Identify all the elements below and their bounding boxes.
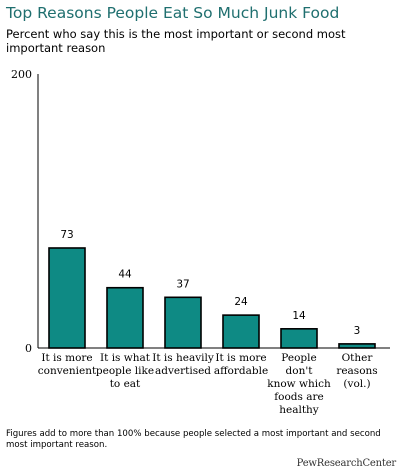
category-label-line: reasons [336,365,378,377]
bar-value-label: 73 [60,229,73,241]
category-label: Other reasons (vol.) [325,352,389,391]
category-label-line: It is what [99,352,151,364]
chart-subtitle: Percent who say this is the most importa… [6,27,346,55]
bar [106,286,144,349]
category-label: People don't know which foods are healthy [267,352,331,417]
category-label-line: advertised [154,365,212,377]
bar [222,314,260,349]
category-label-line: It is heavily [152,352,214,364]
category-label: It is what people like to eat [93,352,157,391]
category-label-line: know which [267,378,331,390]
chart-title: Top Reasons People Eat So Much Junk Food [6,4,340,22]
category-label-line: Other [341,352,373,364]
category-label-line: healthy [279,404,319,416]
category-label-line: (vol.) [343,378,371,390]
category-label-line: to eat [109,378,141,390]
category-label-line: People don't [281,352,317,377]
category-label-line: It is more [41,352,93,364]
bar [280,328,318,349]
category-label-line: affordable [213,365,269,377]
bar-value-label: 37 [176,278,189,290]
footnote: Figures add to more than 100% because pe… [6,429,381,450]
bar [48,247,86,349]
category-label: It is more affordable [209,352,273,378]
bar-value-label: 44 [118,269,132,281]
bar [164,296,202,349]
category-label-line: It is more [215,352,267,364]
category-label-line: foods are [274,391,324,403]
category-label-line: convenient [37,365,97,377]
category-label: It is more convenient [35,352,99,378]
y-tick-label: 0 [25,342,32,355]
category-label: It is heavily advertised [151,352,215,378]
bar-value-label: 24 [234,296,248,308]
bar [338,343,376,349]
source-credit: PewResearchCenter [296,458,397,469]
bar-value-label: 14 [292,310,306,322]
category-label-line: people like [95,365,155,377]
bar-value-label: 3 [354,325,361,337]
y-tick-label: 200 [11,68,32,81]
